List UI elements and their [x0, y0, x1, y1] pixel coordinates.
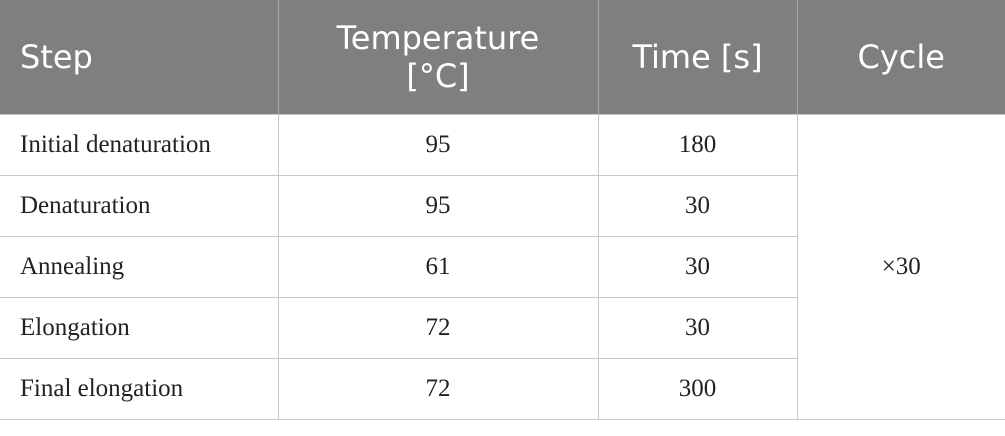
header-cell: Time [s]: [597, 0, 797, 115]
table-row: Elongation 72 30: [0, 297, 1005, 359]
table-row: Final elongation 72 300: [0, 358, 1005, 420]
header-row: Step Temperature [°C] Time [s] Cycle: [0, 0, 1005, 115]
table-header: Step Temperature [°C] Time [s] Cycle: [0, 0, 1005, 115]
cycle-cell: ×30: [796, 114, 1005, 420]
value-cell: 95: [277, 114, 599, 176]
header-cell: Step: [0, 0, 278, 115]
pcr-table: Step Temperature [°C] Time [s] Cycle Ini…: [0, 0, 1005, 420]
header-text: Temperature [°C]: [336, 19, 540, 95]
step-cell: Annealing: [0, 236, 279, 298]
value-cell: 72: [277, 297, 599, 359]
table-row: Initial denaturation 95 180 ×30: [0, 114, 1005, 420]
value-cell: 30: [597, 175, 798, 237]
header-cell: Cycle: [796, 0, 1005, 115]
table-body: Initial denaturation 95 180 ×30 Denaturation…: [0, 114, 1005, 420]
step-cell: Denaturation: [0, 175, 279, 237]
value-cell: 61: [277, 236, 599, 298]
value-cell: 30: [597, 236, 798, 298]
table-row: Annealing 61 30: [0, 236, 1005, 298]
table-row: Denaturation 95 30: [0, 175, 1005, 237]
step-cell: Elongation: [0, 297, 279, 359]
value-cell: 95: [277, 175, 599, 237]
value-cell: 300: [597, 358, 798, 420]
value-cell: 30: [597, 297, 798, 359]
header-cell: Temperature [°C]: [277, 0, 598, 115]
step-cell: Final elongation: [0, 358, 279, 420]
step-cell: Initial denaturation: [0, 114, 279, 176]
value-cell: 180: [597, 114, 798, 176]
value-cell: 72: [277, 358, 599, 420]
